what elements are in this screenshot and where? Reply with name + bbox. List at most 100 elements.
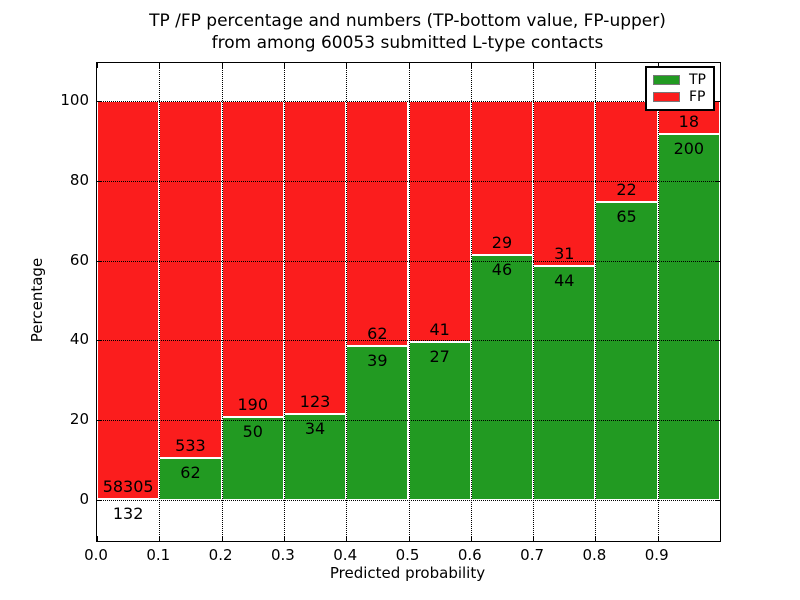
bar-segment-fp: [533, 101, 596, 267]
y-tick-label: 60: [69, 250, 89, 269]
y-tick-mark: [97, 499, 102, 501]
y-gridline: [97, 499, 720, 501]
x-tick-label: 0.3: [270, 546, 295, 564]
fp-count-label: 62: [367, 323, 388, 343]
x-tick-label: 0.6: [457, 546, 482, 564]
x-tick-mark-top: [657, 63, 659, 68]
y-tick-label: 80: [69, 171, 89, 189]
x-axis-label: Predicted probability: [329, 564, 486, 582]
x-tick-mark: [97, 536, 98, 541]
fp-count-label: 190: [237, 394, 269, 414]
x-tick-mark: [283, 536, 285, 541]
x-gridline: [346, 63, 348, 541]
legend-item-tp: TP: [653, 72, 707, 88]
x-tick-label: 0.5: [395, 546, 420, 564]
x-gridline: [595, 63, 597, 541]
tp-count-label: 200: [673, 139, 705, 159]
chart-title-line2: from among 60053 submitted L-type contac…: [211, 33, 604, 53]
x-tick-mark: [159, 536, 161, 541]
x-tick-mark-top: [408, 63, 410, 68]
legend: TP FP: [645, 66, 715, 111]
y-tick-mark-right: [715, 101, 720, 103]
x-tick-mark: [595, 536, 597, 541]
y-tick-mark: [97, 340, 102, 342]
fp-count-label: 29: [491, 233, 513, 253]
x-gridline: [159, 63, 161, 541]
y-tick-mark-right: [715, 260, 720, 262]
x-tick-mark: [408, 536, 410, 541]
x-gridline: [283, 63, 285, 541]
x-tick-mark: [470, 536, 472, 541]
plot-area: 58305 132 533 62 190 50 123 34 62 39 41 27 29 46 31 44 2…: [96, 62, 721, 542]
y-tick-label: 0: [79, 489, 89, 508]
bar-segment-fp: [470, 101, 534, 256]
x-gridline: [470, 63, 472, 541]
x-tick-mark-top: [283, 63, 285, 68]
bar-segment-fp: [97, 101, 160, 500]
fp-count-label: 31: [554, 244, 575, 264]
tp-count-label: 62: [180, 463, 201, 483]
legend-label-fp: FP: [689, 89, 706, 106]
tp-count-label: 34: [304, 418, 326, 438]
y-tick-label: 100: [60, 91, 89, 110]
x-tick-mark-top: [470, 63, 472, 68]
x-tick-label: 0.8: [582, 546, 607, 564]
fp-count-label: 533: [175, 436, 206, 456]
x-tick-label: 0.0: [84, 546, 108, 564]
y-tick-mark: [97, 101, 102, 103]
bar-segment-fp: [408, 101, 471, 342]
x-gridline: [657, 63, 659, 541]
bar-segment-tp: [346, 345, 409, 500]
bar-segment-tp: [159, 458, 222, 500]
x-gridline: [408, 63, 410, 541]
x-gridline: [533, 63, 535, 541]
y-tick-mark: [97, 420, 102, 422]
bar-segment-tp: [283, 413, 347, 500]
y-tick-label: 20: [69, 410, 89, 429]
y-gridline: [97, 340, 720, 342]
x-tick-label: 0.7: [520, 546, 545, 564]
legend-label-tp: TP: [689, 71, 706, 88]
x-tick-label: 0.9: [644, 546, 669, 564]
bar-segment-tp: [470, 255, 534, 500]
y-tick-mark-right: [715, 340, 720, 342]
y-gridline: [97, 181, 720, 182]
y-gridline: [97, 260, 720, 262]
bar-segment-fp: [595, 101, 658, 203]
x-gridline: [221, 63, 223, 541]
tp-count-label: 65: [616, 207, 637, 227]
bar-segment-fp: [159, 101, 222, 459]
bar-segment-fp: [221, 101, 284, 417]
tp-count-label: 27: [429, 346, 450, 366]
fp-count-label: 41: [429, 319, 450, 339]
tp-count-label: 50: [242, 421, 263, 441]
x-tick-label: 0.1: [146, 546, 171, 564]
tp-count-label: 46: [491, 260, 513, 280]
x-tick-mark: [221, 536, 223, 541]
fp-count-label: 58305: [102, 477, 154, 497]
tp-count-label: 39: [367, 350, 388, 370]
tp-count-label: 44: [554, 271, 575, 291]
x-tick-mark-top: [595, 63, 597, 68]
x-tick-mark: [657, 536, 659, 541]
x-tick-label: 0.4: [333, 546, 358, 564]
bar-segment-fp: [283, 101, 347, 414]
legend-item-fp: FP: [653, 89, 707, 105]
fp-color-swatch: [653, 92, 680, 103]
y-tick-label: 40: [69, 330, 89, 349]
y-gridline: [97, 101, 720, 103]
fp-count-label: 123: [299, 391, 331, 411]
bar-segment-fp: [346, 101, 409, 346]
y-tick-mark: [97, 260, 102, 262]
tp-count-label: 132: [112, 504, 144, 524]
y-tick-mark-right: [715, 499, 720, 501]
x-tick-mark-top: [97, 63, 98, 68]
x-tick-label: 0.2: [208, 546, 233, 564]
x-tick-mark-top: [533, 63, 535, 68]
y-tick-mark-right: [715, 420, 720, 422]
fp-count-label: 18: [678, 112, 700, 132]
fp-count-label: 22: [616, 180, 637, 200]
x-tick-mark-top: [159, 63, 161, 68]
y-tick-mark: [97, 181, 102, 182]
